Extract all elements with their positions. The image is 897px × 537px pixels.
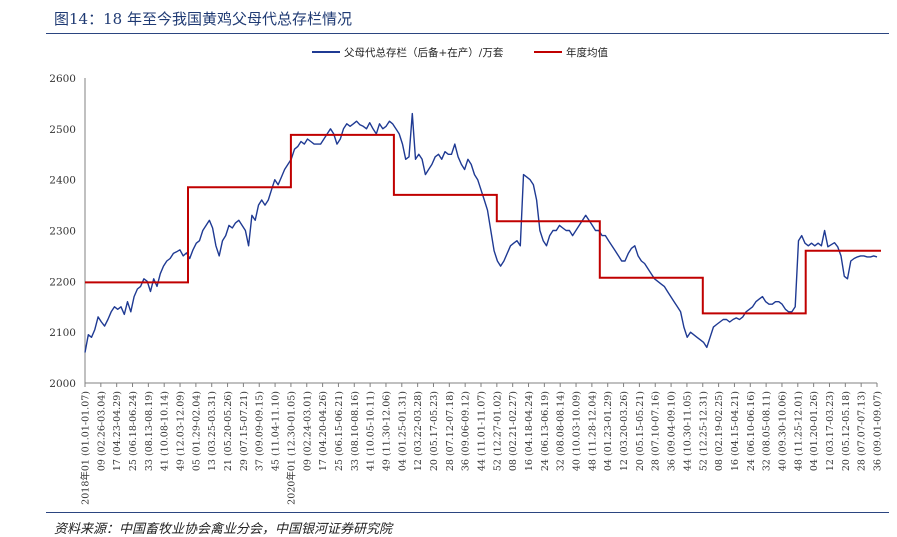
x-tick-label: 28 (07.10-07.16): [651, 391, 662, 471]
y-tick-label: 2600: [49, 73, 76, 85]
y-tick-label: 2500: [49, 124, 76, 136]
x-axis: 2018年01 (01.01-01.07) 09 (02.26-03.04) 17 …: [80, 382, 884, 505]
x-tick-label: 08 (02.21-02.27): [508, 391, 519, 471]
x-tick-label: 13 (03.25-03.31): [207, 391, 218, 471]
y-tick-label: 2200: [49, 276, 76, 288]
x-tick-label: 04 (01.23-01.29): [603, 391, 614, 471]
x-tick-label: 17 (04.20-04.26): [318, 391, 329, 471]
x-tick-label: 16 (04.18-04.24): [524, 391, 535, 471]
x-tick-label: 24 (06.13-06.19): [540, 391, 551, 471]
x-tick-label: 37 (09.09-09.15): [255, 391, 266, 471]
x-tick-label: 33 (08.13-08.19): [144, 391, 155, 471]
y-tick-label: 2300: [49, 226, 76, 238]
x-tick-label: 2020年01 (12.30-01.05): [285, 391, 297, 505]
x-tick-label: 12 (03.22-03.28): [413, 391, 424, 471]
x-tick-label: 17 (04.23-04.29): [112, 391, 123, 471]
x-tick-label: 25 (06.18-06.24): [128, 391, 139, 471]
x-tick-label: 28 (07.12-07.18): [445, 391, 456, 471]
x-tick-label: 09 (02.26-03.04): [96, 391, 107, 471]
x-tick-label: 32 (08.05-08.11): [762, 391, 773, 471]
x-tick-label: 21 (05.20-05.26): [223, 391, 234, 471]
x-tick-label: 04 (01.25-01.31): [397, 391, 408, 471]
x-tick-label: 2018年01 (01.01-01.07): [80, 391, 92, 505]
x-tick-label: 41 (10.05-10.11): [366, 391, 377, 471]
x-tick-label: 48 (11.25-12.01): [793, 391, 804, 471]
x-tick-label: 52 (12.27-01.02): [492, 391, 503, 471]
x-tick-label: 28 (07.07-07.13): [857, 391, 868, 471]
legend: 父母代总存栏（后备+在产）/万套 年度均值: [312, 46, 608, 59]
series-annual-average-step: [85, 133, 881, 315]
legend-weekly-label: 父母代总存栏（后备+在产）/万套: [344, 46, 504, 59]
source-note: 资料来源：中国畜牧业协会禽业分会，中国银河证券研究院: [54, 522, 393, 537]
x-tick-label: 45 (11.04-11.10): [271, 391, 282, 471]
x-tick-label: 41 (10.08-10.14): [160, 391, 171, 471]
y-axis: 2000 2100 2200 2300 2400 2500 2600: [49, 73, 86, 390]
x-tick-label: 48 (11.28-12.04): [587, 391, 598, 471]
y-tick-label: 2100: [49, 327, 76, 339]
series-weekly-line: [84, 112, 878, 353]
x-tick-label: 36 (09.01-09.07): [873, 391, 884, 471]
x-tick-label: 36 (09.06-09.12): [461, 391, 472, 471]
x-tick-label: 12 (03.17-03.23): [825, 391, 836, 471]
legend-avg-label: 年度均值: [566, 46, 608, 59]
x-tick-label: 33 (08.10-08.16): [350, 391, 361, 471]
x-tick-label: 40 (10.03-10.09): [572, 391, 583, 471]
x-tick-label: 44 (11.01-11.07): [477, 391, 488, 471]
y-tick-label: 2400: [49, 175, 76, 187]
x-tick-label: 44 (10.30-11.05): [682, 391, 693, 471]
x-tick-label: 52 (12.25-12.31): [698, 391, 709, 471]
x-tick-label: 36 (09.04-09.10): [667, 391, 678, 471]
x-tick-label: 05 (01.29-02.04): [191, 391, 202, 471]
x-tick-label: 24 (06.10-06.16): [746, 391, 757, 471]
figure-title: 图14：18 年至今我国黄鸡父母代总存栏情况: [54, 10, 352, 28]
x-tick-label: 32 (08.08-08.14): [556, 391, 567, 471]
x-tick-label: 49 (12.03-12.09): [176, 391, 187, 471]
y-tick-label: 2000: [49, 378, 76, 390]
x-tick-label: 08 (02.19-02.25): [714, 391, 725, 471]
x-tick-label: 04 (01.20-01.26): [809, 391, 820, 471]
x-tick-label: 09 (02.24-03.01): [302, 391, 313, 471]
x-tick-label: 29 (07.15-07.21): [239, 391, 250, 471]
x-tick-label: 12 (03.20-03.26): [619, 391, 630, 471]
x-tick-label: 49 (11.30-12.06): [381, 391, 392, 471]
x-tick-label: 20 (05.15-05.21): [635, 391, 646, 471]
top-rule: [46, 33, 889, 34]
x-tick-label: 20 (05.12-05.18): [841, 391, 852, 471]
x-tick-label: 20 (05.17-05.23): [429, 391, 440, 471]
plot-area: [84, 112, 881, 353]
bottom-rule: [46, 512, 889, 513]
x-tick-label: 16 (04.15-04.21): [730, 391, 741, 471]
x-tick-label: 25 (06.15-06.21): [334, 391, 345, 471]
x-tick-label: 40 (09.30-10.06): [777, 391, 788, 471]
